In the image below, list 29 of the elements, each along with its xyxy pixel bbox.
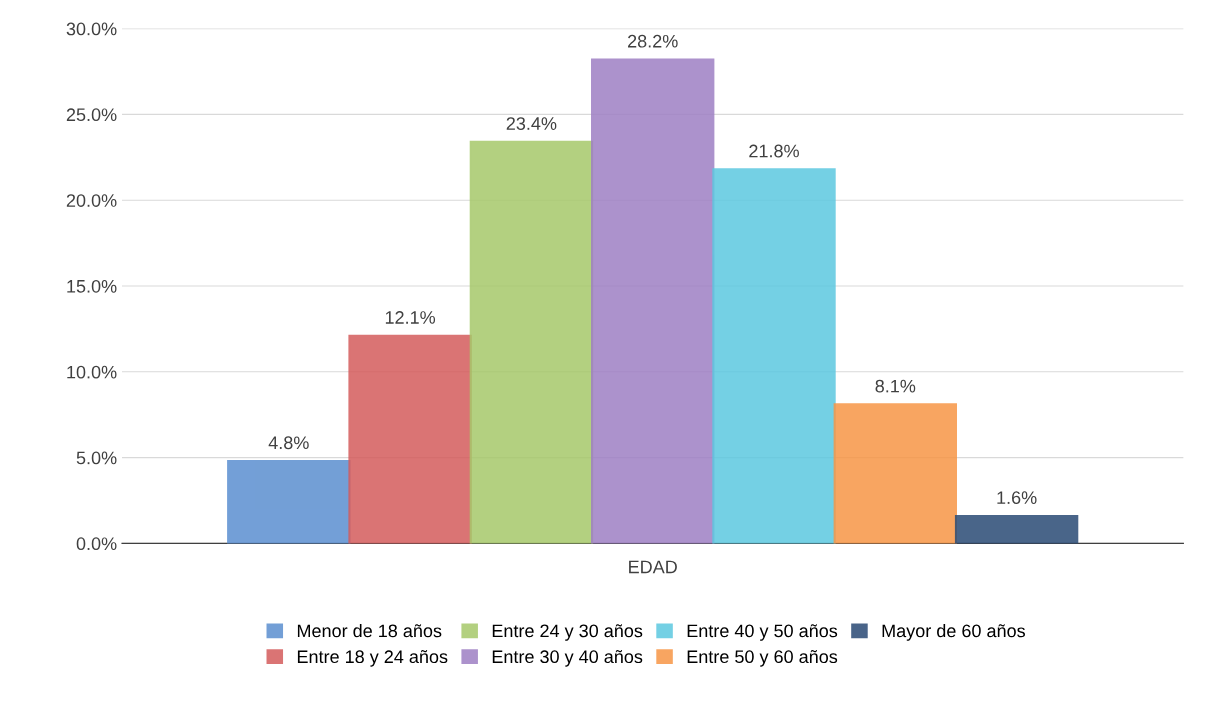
data-label: 23.4% <box>506 117 557 130</box>
bar <box>348 334 472 544</box>
y-tick-label: 0.0% <box>76 537 117 551</box>
data-label: 21.8% <box>749 144 799 158</box>
bar <box>954 514 1079 544</box>
x-tick-label: EDAD <box>629 560 677 574</box>
y-tick-label: 5.0% <box>76 451 117 465</box>
y-tick-label: 10.0% <box>67 365 117 379</box>
legend-label: Entre 24 y 30 años <box>492 624 643 641</box>
legend-label: Entre 30 y 40 años <box>492 649 643 667</box>
legend-label: Entre 50 y 60 años <box>687 649 838 667</box>
data-label: 4.8% <box>268 436 309 450</box>
data-label: 12.1% <box>385 311 436 324</box>
legend-label: Mayor de 60 años <box>882 624 1025 641</box>
bar <box>833 403 957 544</box>
legend-label: Menor de 18 años <box>297 624 442 638</box>
bar <box>227 459 351 544</box>
data-label: 1.6% <box>997 491 1037 505</box>
y-tick-label: 25.0% <box>66 108 117 122</box>
data-label: 28.2% <box>628 34 678 48</box>
data-label: 8.1% <box>875 379 916 393</box>
y-tick-label: 30.0% <box>66 22 117 36</box>
y-tick-label: 15.0% <box>67 279 117 293</box>
y-tick-label: 20.0% <box>66 194 117 207</box>
legend-label: Entre 40 y 50 años <box>687 624 838 641</box>
legend-label: Entre 18 y 24 años <box>297 649 448 667</box>
bar <box>591 58 715 544</box>
bar <box>712 168 836 544</box>
bar <box>469 140 594 544</box>
